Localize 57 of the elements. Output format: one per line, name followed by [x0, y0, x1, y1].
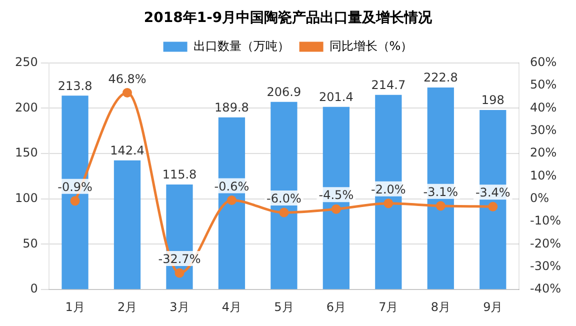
y-tick-label: 100: [15, 191, 38, 206]
data-label: -32.7%: [158, 252, 201, 266]
y2-tick-label: 60%: [530, 54, 557, 69]
point: [488, 202, 498, 212]
point: [436, 201, 446, 211]
data-label: 198: [481, 93, 504, 108]
chart-title: 2018年1-9月中国陶瓷产品出口量及增长情况: [144, 9, 434, 26]
y-tick-label: 200: [15, 100, 38, 114]
y2-tick-label: 20%: [530, 146, 557, 160]
legend-label: 出口数量（万吨）: [193, 38, 290, 53]
data-label: 142.4: [110, 144, 144, 158]
data-label: -2.0%: [371, 182, 406, 197]
y2-tick-label: 10%: [530, 168, 557, 182]
point: [331, 204, 341, 214]
data-label: 206.9: [266, 85, 302, 100]
x-tick-label: 5月: [274, 300, 294, 314]
y-tick-label: 50: [22, 236, 38, 250]
point: [384, 198, 394, 208]
x-tick-label: 8月: [430, 300, 450, 314]
data-label: 201.4: [319, 90, 354, 104]
y2-tick-label: 50%: [530, 78, 557, 92]
data-label: 46.8%: [108, 72, 146, 86]
y2-tick-label: 30%: [530, 122, 557, 137]
data-label: 222.8: [423, 70, 458, 85]
x-tick-label: 7月: [378, 300, 398, 314]
data-label: 213.8: [58, 78, 92, 93]
y2-tick-label: -20%: [530, 236, 562, 250]
data-label: 214.7: [371, 78, 406, 92]
data-label: -3.1%: [423, 185, 458, 200]
data-label: -3.4%: [475, 186, 510, 200]
y2-tick-label: -10%: [530, 214, 562, 228]
bar: [114, 160, 141, 290]
data-label: 115.8: [162, 168, 197, 182]
y-tick-label: 150: [15, 146, 38, 160]
point: [226, 195, 236, 205]
x-tick-label: 4月: [222, 300, 242, 314]
legend-label: 同比增长（%）: [329, 38, 413, 53]
y2-tick-label: -40%: [530, 282, 562, 296]
x-tick-label: 6月: [326, 300, 346, 314]
data-label: -6.0%: [266, 192, 302, 206]
x-tick-label: 3月: [170, 300, 190, 314]
y-tick-label: 0: [30, 282, 38, 296]
y2-tick-label: -30%: [530, 259, 562, 274]
y2-tick-label: 0%: [530, 191, 550, 206]
point: [174, 268, 184, 278]
point: [122, 88, 132, 98]
y2-tick-label: 40%: [530, 100, 557, 114]
point: [279, 208, 289, 218]
x-tick-label: 1月: [65, 300, 85, 314]
data-label: -4.5%: [318, 188, 354, 202]
data-label: -0.9%: [58, 180, 92, 194]
y-tick-label: 250: [15, 54, 38, 69]
point: [70, 196, 80, 206]
data-label: -0.6%: [214, 179, 250, 194]
x-tick-label: 2月: [117, 300, 138, 314]
data-label: 189.8: [214, 100, 249, 115]
x-tick-label: 9月: [483, 300, 503, 314]
